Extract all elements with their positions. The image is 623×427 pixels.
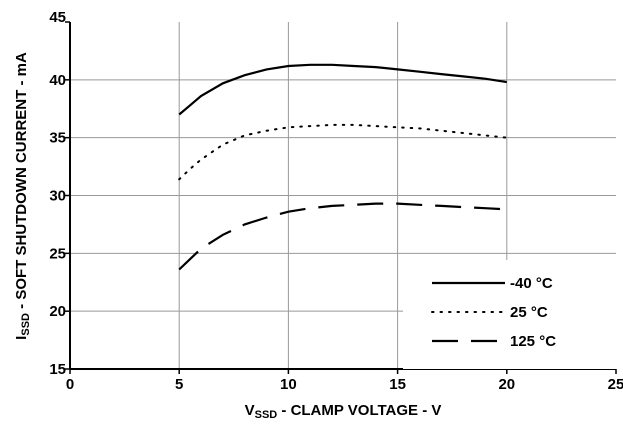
y-tick-label: 45 [49, 9, 66, 26]
x-tick-label: 25 [608, 376, 623, 393]
y-axis-title-rest: - SOFT SHUTDOWN CURRENT - mA [13, 52, 30, 313]
y-tick-label: 20 [49, 303, 66, 320]
x-tick-label: 10 [280, 376, 297, 393]
legend-label-0: -40 °C [510, 275, 553, 292]
x-tick-label: 20 [498, 376, 515, 393]
legend-label-1: 25 °C [510, 304, 548, 321]
series-layer [178, 63, 508, 271]
y-axis-title: ISSD - SOFT SHUTDOWN CURRENT - mA [13, 52, 32, 340]
tick-labels: 0 5 10 15 20 25 15 20 25 30 35 40 45 [49, 9, 623, 393]
y-tick-label: 35 [49, 130, 66, 147]
x-axis-title-sub: SSD [255, 409, 278, 421]
series-line-2 [178, 202, 507, 271]
x-tick-label: 15 [389, 376, 406, 393]
legend-label-2: 125 °C [510, 333, 556, 350]
x-axis-title: VSSD - CLAMP VOLTAGE - V [245, 402, 442, 421]
y-axis-title-sub: SSD [20, 313, 32, 336]
x-tick-label: 0 [66, 376, 74, 393]
series-line-0 [178, 63, 507, 116]
y-tick-label: 30 [49, 188, 66, 205]
y-axis-title-main: I [13, 336, 30, 340]
y-tick-label: 15 [49, 361, 66, 378]
grid [70, 22, 616, 369]
x-tick-label: 5 [175, 376, 183, 393]
y-tick-label: 25 [49, 245, 66, 262]
legend: -40 °C 25 °C 125 °C [403, 260, 616, 369]
x-axis-title-rest: - CLAMP VOLTAGE - V [277, 402, 441, 419]
legend-box [403, 260, 616, 369]
y-tick-label: 40 [49, 72, 66, 89]
x-axis-title-main: V [245, 402, 255, 419]
